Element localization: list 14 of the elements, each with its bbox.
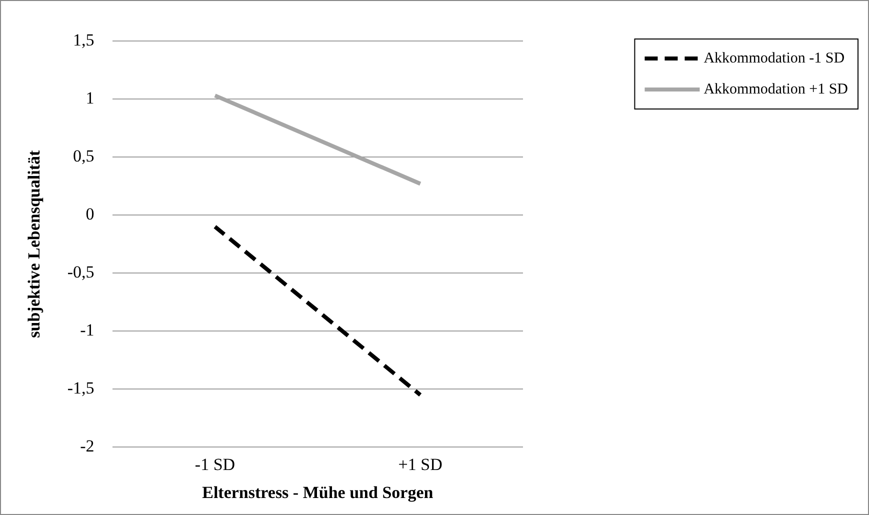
x-tick-label: -1 SD — [194, 454, 236, 474]
legend-label: Akkommodation -1 SD — [704, 50, 845, 66]
y-tick-label: 1,5 — [73, 30, 94, 50]
y-tick-label: 0,5 — [73, 146, 94, 166]
y-tick-label: -1,5 — [67, 378, 94, 398]
y-tick-label: 0 — [86, 204, 94, 224]
legend-label: Akkommodation +1 SD — [704, 81, 848, 98]
y-tick-label: -0,5 — [67, 262, 94, 282]
y-tick-label: -2 — [80, 436, 94, 456]
x-axis-title: Elternstress - Mühe und Sorgen — [202, 483, 434, 502]
y-tick-label: 1 — [86, 88, 94, 108]
y-axis-title: subjektive Lebensqualität — [24, 150, 44, 338]
x-tick-label: +1 SD — [398, 454, 442, 474]
y-tick-label: -1 — [80, 320, 94, 340]
